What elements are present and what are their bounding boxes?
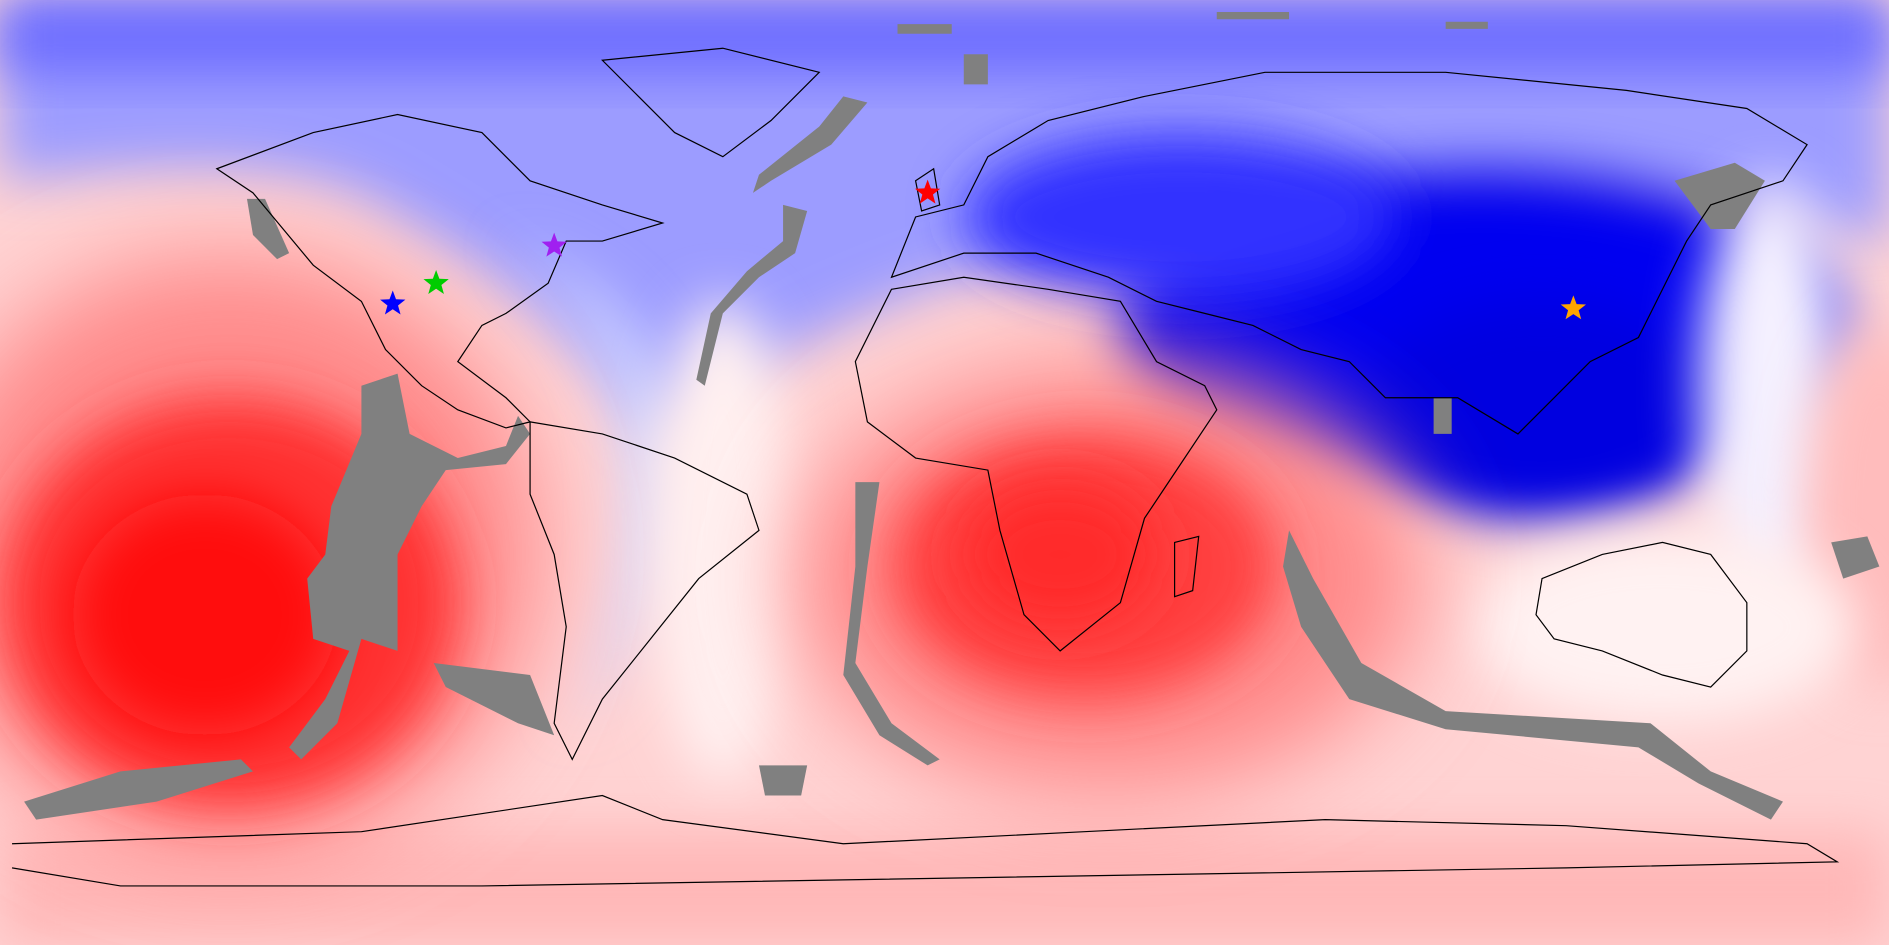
- markers: [380, 179, 1587, 320]
- marker-star: [423, 270, 449, 294]
- marker-star: [380, 290, 406, 315]
- masked-regions: [24, 12, 1880, 820]
- marker-star: [1560, 295, 1587, 320]
- marker-star: [914, 179, 941, 204]
- marker-star: [541, 232, 567, 257]
- coastlines: [11, 47, 1840, 887]
